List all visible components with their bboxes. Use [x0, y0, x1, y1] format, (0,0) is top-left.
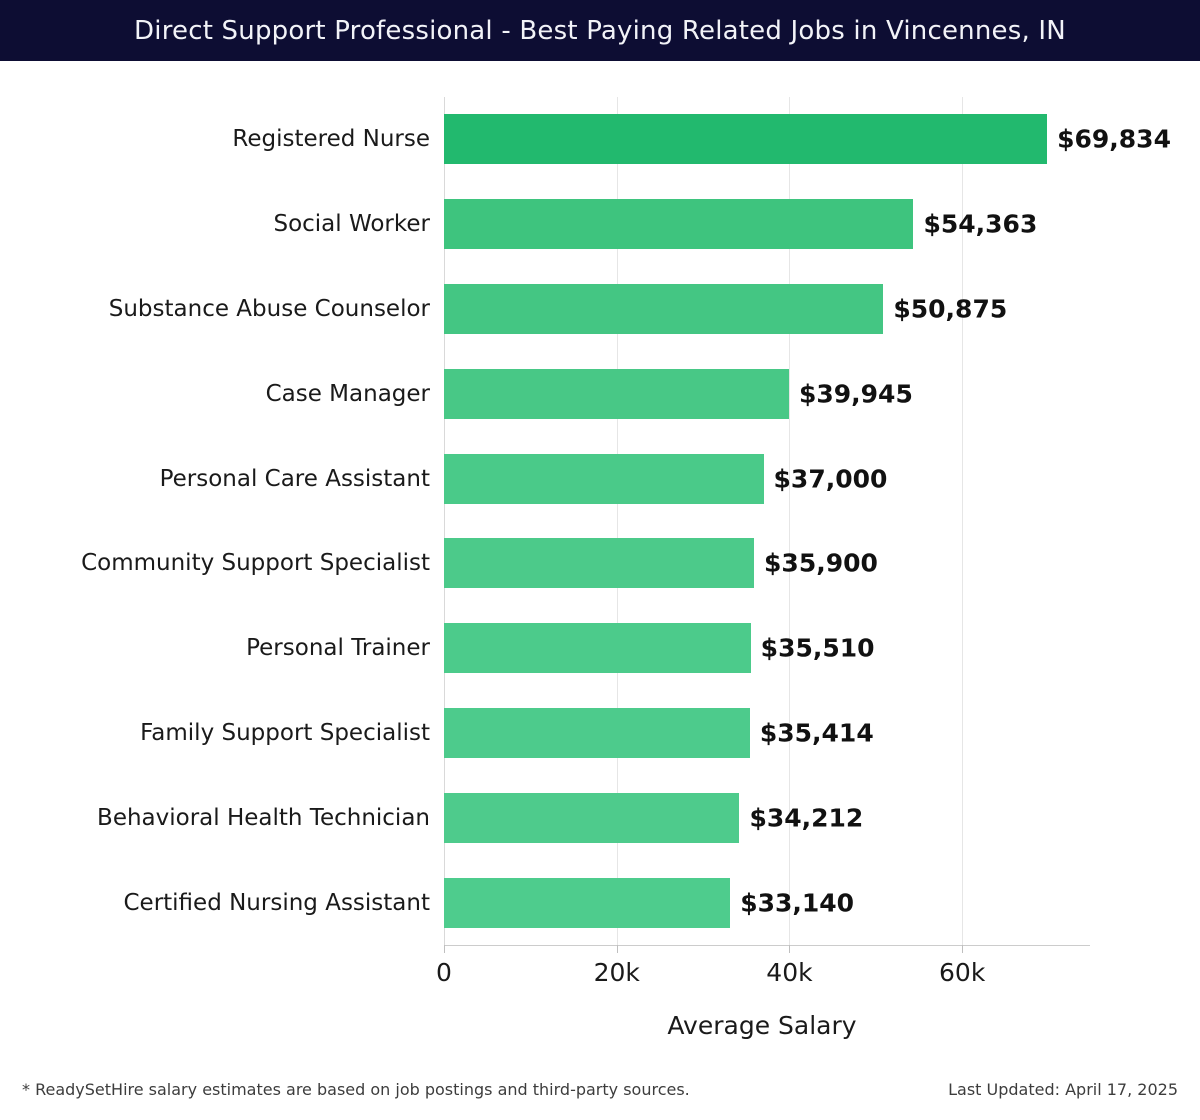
- bar-row: Social Worker $54,363: [0, 199, 1200, 250]
- gridline-40k: [789, 97, 791, 945]
- bar-row: Personal Trainer $35,510: [0, 623, 1200, 674]
- bar[interactable]: [444, 623, 751, 674]
- category-label: Personal Care Assistant: [159, 465, 430, 492]
- bar-row: Family Support Specialist $35,414: [0, 708, 1200, 758]
- category-label: Social Worker: [273, 211, 430, 238]
- bar-row: Registered Nurse $69,834: [0, 114, 1200, 165]
- x-axis-line: [444, 945, 1090, 946]
- category-label: Community Support Specialist: [81, 550, 430, 577]
- gridline-60k: [962, 97, 964, 945]
- x-tick-label: 0: [436, 958, 452, 987]
- x-tick-mark: [962, 945, 964, 953]
- gridline-0: [444, 97, 445, 945]
- bar[interactable]: [444, 792, 740, 843]
- category-label: Case Manager: [265, 380, 430, 407]
- bar-row: Certified Nursing Assistant $33,140: [0, 877, 1200, 928]
- bar[interactable]: [444, 538, 755, 589]
- category-label: Substance Abuse Counselor: [108, 296, 430, 322]
- bar-row: Substance Abuse Counselor $50,875: [0, 284, 1200, 334]
- chart-body: Registered Nurse $69,834 Social Worker $54,…: [0, 61, 1200, 1061]
- bar[interactable]: [444, 199, 914, 250]
- bar-value-label: $35,510: [760, 633, 875, 663]
- bar-value-label: $54,363: [923, 209, 1038, 239]
- gridline-20k: [616, 97, 618, 945]
- bar-row: Community Support Specialist $35,900: [0, 538, 1200, 589]
- category-label: Registered Nurse: [232, 126, 430, 153]
- chart-footer: * ReadySetHire salary estimates are base…: [0, 1061, 1200, 1120]
- bar-row: Case Manager $39,945: [0, 368, 1200, 419]
- bar[interactable]: [444, 453, 764, 504]
- bar[interactable]: [444, 708, 750, 758]
- bar-value-label: $34,212: [749, 803, 864, 833]
- x-tick-label: 40k: [766, 958, 813, 987]
- footer-last-updated: Last Updated: April 17, 2025: [948, 1080, 1178, 1099]
- bar-row: Personal Care Assistant $37,000: [0, 453, 1200, 504]
- bar[interactable]: [444, 368, 789, 419]
- plot-area: [444, 97, 1090, 945]
- bar-value-label: $37,000: [773, 464, 888, 494]
- category-label: Behavioral Health Technician: [97, 804, 430, 831]
- category-label: Personal Trainer: [246, 635, 430, 662]
- footer-disclaimer: * ReadySetHire salary estimates are base…: [22, 1080, 690, 1099]
- bar-value-label: $69,834: [1057, 124, 1171, 154]
- page-title: Direct Support Professional - Best Payin…: [134, 15, 1066, 46]
- x-axis-title: Average Salary: [0, 1011, 1200, 1040]
- x-tick-label: 20k: [593, 958, 640, 987]
- bar-value-label: $50,875: [893, 294, 1008, 324]
- x-tick-label: 60k: [939, 958, 986, 987]
- bar-value-label: $35,414: [759, 718, 874, 748]
- chart-header: Direct Support Professional - Best Payin…: [0, 0, 1200, 61]
- category-label: Family Support Specialist: [140, 720, 430, 746]
- x-tick-mark: [616, 945, 618, 953]
- x-axis-title-text: Average Salary: [667, 1011, 857, 1040]
- bar-row: Behavioral Health Technician $34,212: [0, 792, 1200, 843]
- bar[interactable]: [444, 114, 1048, 165]
- category-label: Certified Nursing Assistant: [123, 889, 430, 916]
- bar[interactable]: [444, 877, 731, 928]
- bar-value-label: $39,945: [798, 379, 913, 409]
- x-tick-mark: [789, 945, 791, 953]
- x-tick-mark: [444, 945, 445, 953]
- bar-value-label: $35,900: [764, 548, 878, 578]
- bar-value-label: $33,140: [740, 888, 855, 918]
- bar[interactable]: [444, 284, 884, 334]
